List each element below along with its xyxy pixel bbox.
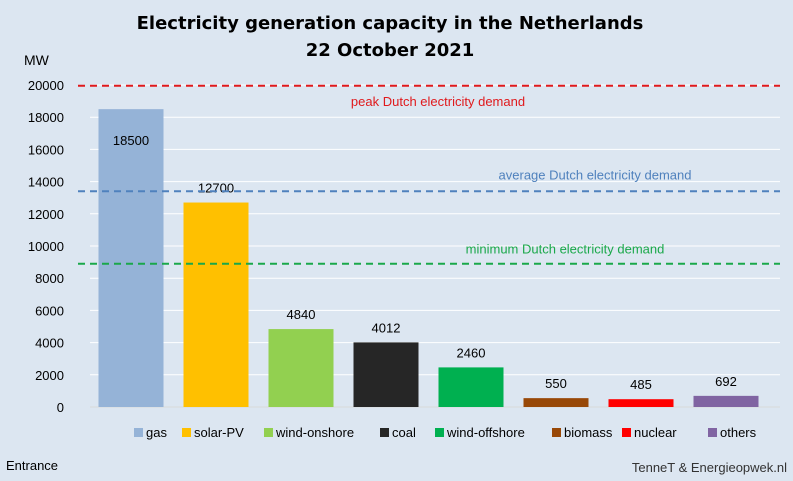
- bar-others: [693, 395, 759, 407]
- legend-label-biomass: biomass: [564, 425, 613, 440]
- y-tick-label: 2000: [35, 368, 64, 383]
- chart-title: Electricity generation capacity in the N…: [136, 13, 644, 34]
- data-label-wind-offshore: 2460: [457, 345, 486, 360]
- y-tick-label: 10000: [28, 239, 64, 254]
- legend-label-others: others: [720, 425, 757, 440]
- footer-credit: TenneT & Energieopwek.nl: [631, 460, 787, 475]
- data-label-biomass: 550: [545, 376, 567, 391]
- legend-label-wind-offshore: wind-offshore: [446, 425, 525, 440]
- y-tick-label: 14000: [28, 175, 64, 190]
- bar-wind-offshore: [438, 367, 504, 407]
- bar-biomass: [523, 398, 589, 407]
- legend-swatch-biomass: [552, 428, 561, 437]
- y-tick-label: 0: [57, 400, 64, 415]
- reference-line-label-0: peak Dutch electricity demand: [351, 94, 525, 109]
- chart-subtitle: 22 October 2021: [305, 40, 475, 61]
- legend-swatch-others: [708, 428, 717, 437]
- bar-solar-PV: [183, 202, 249, 407]
- footer-source-left: Entrance: [6, 458, 59, 473]
- legend-swatch-solar-PV: [182, 428, 191, 437]
- legend-label-gas: gas: [146, 425, 167, 440]
- data-label-gas: 18500: [113, 133, 149, 148]
- legend-label-nuclear: nuclear: [634, 425, 677, 440]
- y-tick-label: 12000: [28, 207, 64, 222]
- data-label-wind-onshore: 4840: [287, 307, 316, 322]
- bar-nuclear: [608, 399, 674, 407]
- legend-swatch-nuclear: [622, 428, 631, 437]
- y-tick-label: 20000: [28, 78, 64, 93]
- y-tick-label: 16000: [28, 142, 64, 157]
- legend-swatch-coal: [380, 428, 389, 437]
- y-axis-unit-label: MW: [24, 52, 49, 68]
- data-label-nuclear: 485: [630, 377, 652, 392]
- legend-swatch-wind-offshore: [435, 428, 444, 437]
- legend-swatch-gas: [134, 428, 143, 437]
- y-tick-label: 6000: [35, 303, 64, 318]
- bar-wind-onshore: [268, 329, 334, 407]
- data-label-coal: 4012: [372, 320, 401, 335]
- data-label-solar-PV: 12700: [198, 181, 234, 196]
- legend-label-coal: coal: [392, 425, 416, 440]
- legend-swatch-wind-onshore: [264, 428, 273, 437]
- bar-coal: [353, 342, 419, 407]
- y-tick-label: 4000: [35, 336, 64, 351]
- reference-line-label-2: minimum Dutch electricity demand: [466, 242, 665, 257]
- data-label-others: 692: [715, 374, 737, 389]
- y-tick-label: 18000: [28, 110, 64, 125]
- bar-gas: [98, 109, 164, 408]
- legend-label-solar-PV: solar-PV: [194, 425, 244, 440]
- reference-line-label-1: average Dutch electricity demand: [499, 167, 692, 182]
- y-tick-label: 8000: [35, 271, 64, 286]
- legend-label-wind-onshore: wind-onshore: [275, 425, 354, 440]
